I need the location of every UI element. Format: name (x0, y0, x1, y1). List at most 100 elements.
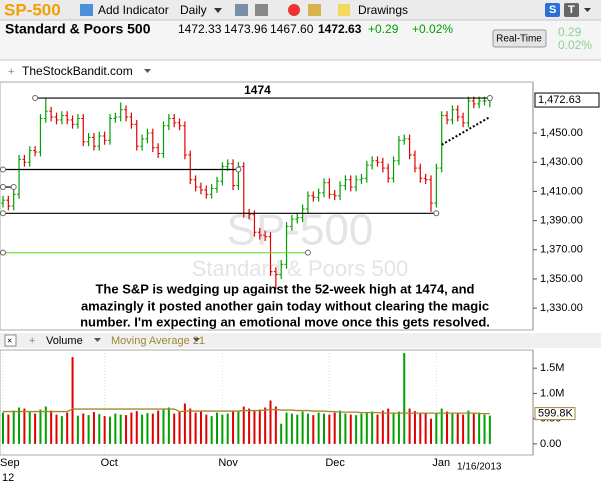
side-change-pct: 0.02% (558, 38, 592, 52)
ma-last-box (534, 407, 576, 421)
level-handle (0, 184, 6, 191)
alarm-icon[interactable] (288, 4, 300, 16)
volume-bar (109, 416, 111, 444)
volume-bar (135, 411, 138, 444)
x-tick-label: Nov (218, 457, 238, 469)
toolbar (0, 0, 601, 20)
volume-bar (157, 410, 160, 444)
t-button[interactable] (564, 3, 579, 17)
collapse-icon[interactable]: + (8, 66, 14, 78)
level-label: 1474 (244, 83, 271, 97)
ma-last-label: 599.8K (538, 408, 574, 420)
y-tick-label: 1,410.00 (540, 185, 583, 197)
volume-bar (60, 416, 63, 444)
tool-icon[interactable] (235, 4, 248, 16)
level-handle (0, 166, 6, 173)
volume-bar (23, 408, 26, 444)
panel-source: TheStockBandit.com (22, 64, 133, 78)
volume-bar (103, 416, 106, 444)
realtime-button[interactable] (492, 29, 547, 48)
volume-bar (376, 414, 379, 444)
volume-bar (274, 406, 277, 444)
x-tick-label: Oct (101, 457, 118, 469)
volume-bar (183, 403, 186, 444)
volume-bar (151, 413, 154, 444)
y-tick-label: 1,390.00 (540, 214, 583, 226)
tool-icon[interactable] (308, 4, 321, 16)
volume-bar (397, 411, 400, 444)
volume-bar (435, 412, 438, 444)
volume-bar (189, 408, 192, 444)
volume-bar (269, 400, 272, 444)
volume-bar (141, 414, 144, 444)
volume-bar (92, 412, 95, 444)
quote-low: 1467.60 (270, 22, 314, 36)
volume-bar (248, 408, 251, 444)
volume-bar (360, 413, 363, 444)
close-icon[interactable] (4, 334, 17, 347)
s-button[interactable] (545, 3, 560, 17)
indicator-icon[interactable] (80, 4, 93, 16)
volume-bar (424, 412, 427, 444)
volume-bar (317, 412, 320, 444)
drawings[interactable]: Drawings (358, 3, 408, 17)
watermark-name: Standard & Poors 500 (192, 256, 408, 281)
x-tick-label: Jan (432, 457, 450, 469)
volume-bar (146, 413, 149, 444)
volume-bar (446, 411, 449, 444)
volume-bar (18, 407, 21, 444)
plot-layer: 1,450.00 1,430.00 1,410.00 1,390.00 1,370.00… (0, 82, 600, 483)
period[interactable]: Daily (180, 3, 207, 17)
last-price-box (534, 92, 600, 108)
volume-bar (392, 412, 395, 444)
volume-bar (7, 414, 10, 444)
volume-bar (199, 410, 202, 444)
volume-bar (98, 414, 101, 444)
volume-bar (456, 412, 459, 444)
volume-bar (237, 411, 240, 444)
add-indicator[interactable]: Add Indicator (98, 3, 169, 17)
symbol[interactable]: SP-500 (4, 0, 61, 19)
volume-bar (44, 406, 47, 444)
dropdown-arrow[interactable] (584, 8, 591, 12)
tool-icon[interactable] (255, 4, 268, 16)
quote-open: 1472.33 (178, 22, 222, 36)
volume-bar (71, 357, 74, 444)
ma-title: Moving Average 21 (111, 335, 205, 347)
volume-bar (194, 412, 197, 444)
volume-bar (162, 409, 165, 444)
collapse-icon[interactable]: + (29, 335, 35, 347)
volume-bar (28, 411, 31, 444)
volume-bar (280, 423, 283, 444)
level-handle (32, 95, 39, 102)
volume-bar (82, 413, 85, 444)
quote-high: 1473.96 (224, 22, 268, 36)
date-label: 1/16/2013 (457, 462, 502, 473)
volume-bar (290, 413, 293, 444)
level-handle (0, 210, 6, 217)
y-tick-label: 1.0M (540, 387, 564, 399)
annotation-line: amazingly it posted another gain today w… (81, 298, 489, 313)
volume-bar (381, 410, 384, 444)
dropdown-arrow[interactable] (94, 338, 101, 342)
volume-bar (76, 415, 79, 444)
volume-bar (413, 411, 416, 444)
volume-bar (462, 414, 465, 444)
volume-bar (301, 411, 304, 444)
level-handle (486, 95, 493, 102)
dropdown-arrow[interactable] (193, 338, 200, 342)
volume-bar (173, 413, 176, 444)
dropdown-arrow[interactable] (144, 69, 151, 73)
volume-bar (488, 415, 491, 444)
annotation-line: The S&P is wedging up against the 52-wee… (95, 281, 474, 296)
volume-bar (285, 412, 288, 444)
drawings-icon[interactable] (338, 4, 350, 16)
volume-bar (258, 409, 261, 444)
volume-bar (119, 414, 122, 444)
volume-bar (296, 414, 299, 444)
volume-bar (467, 410, 470, 444)
y-tick-label: 1,370.00 (540, 244, 583, 256)
dropdown-arrow[interactable] (214, 8, 222, 13)
volume-bar (253, 411, 256, 444)
volume-bar (216, 412, 218, 444)
